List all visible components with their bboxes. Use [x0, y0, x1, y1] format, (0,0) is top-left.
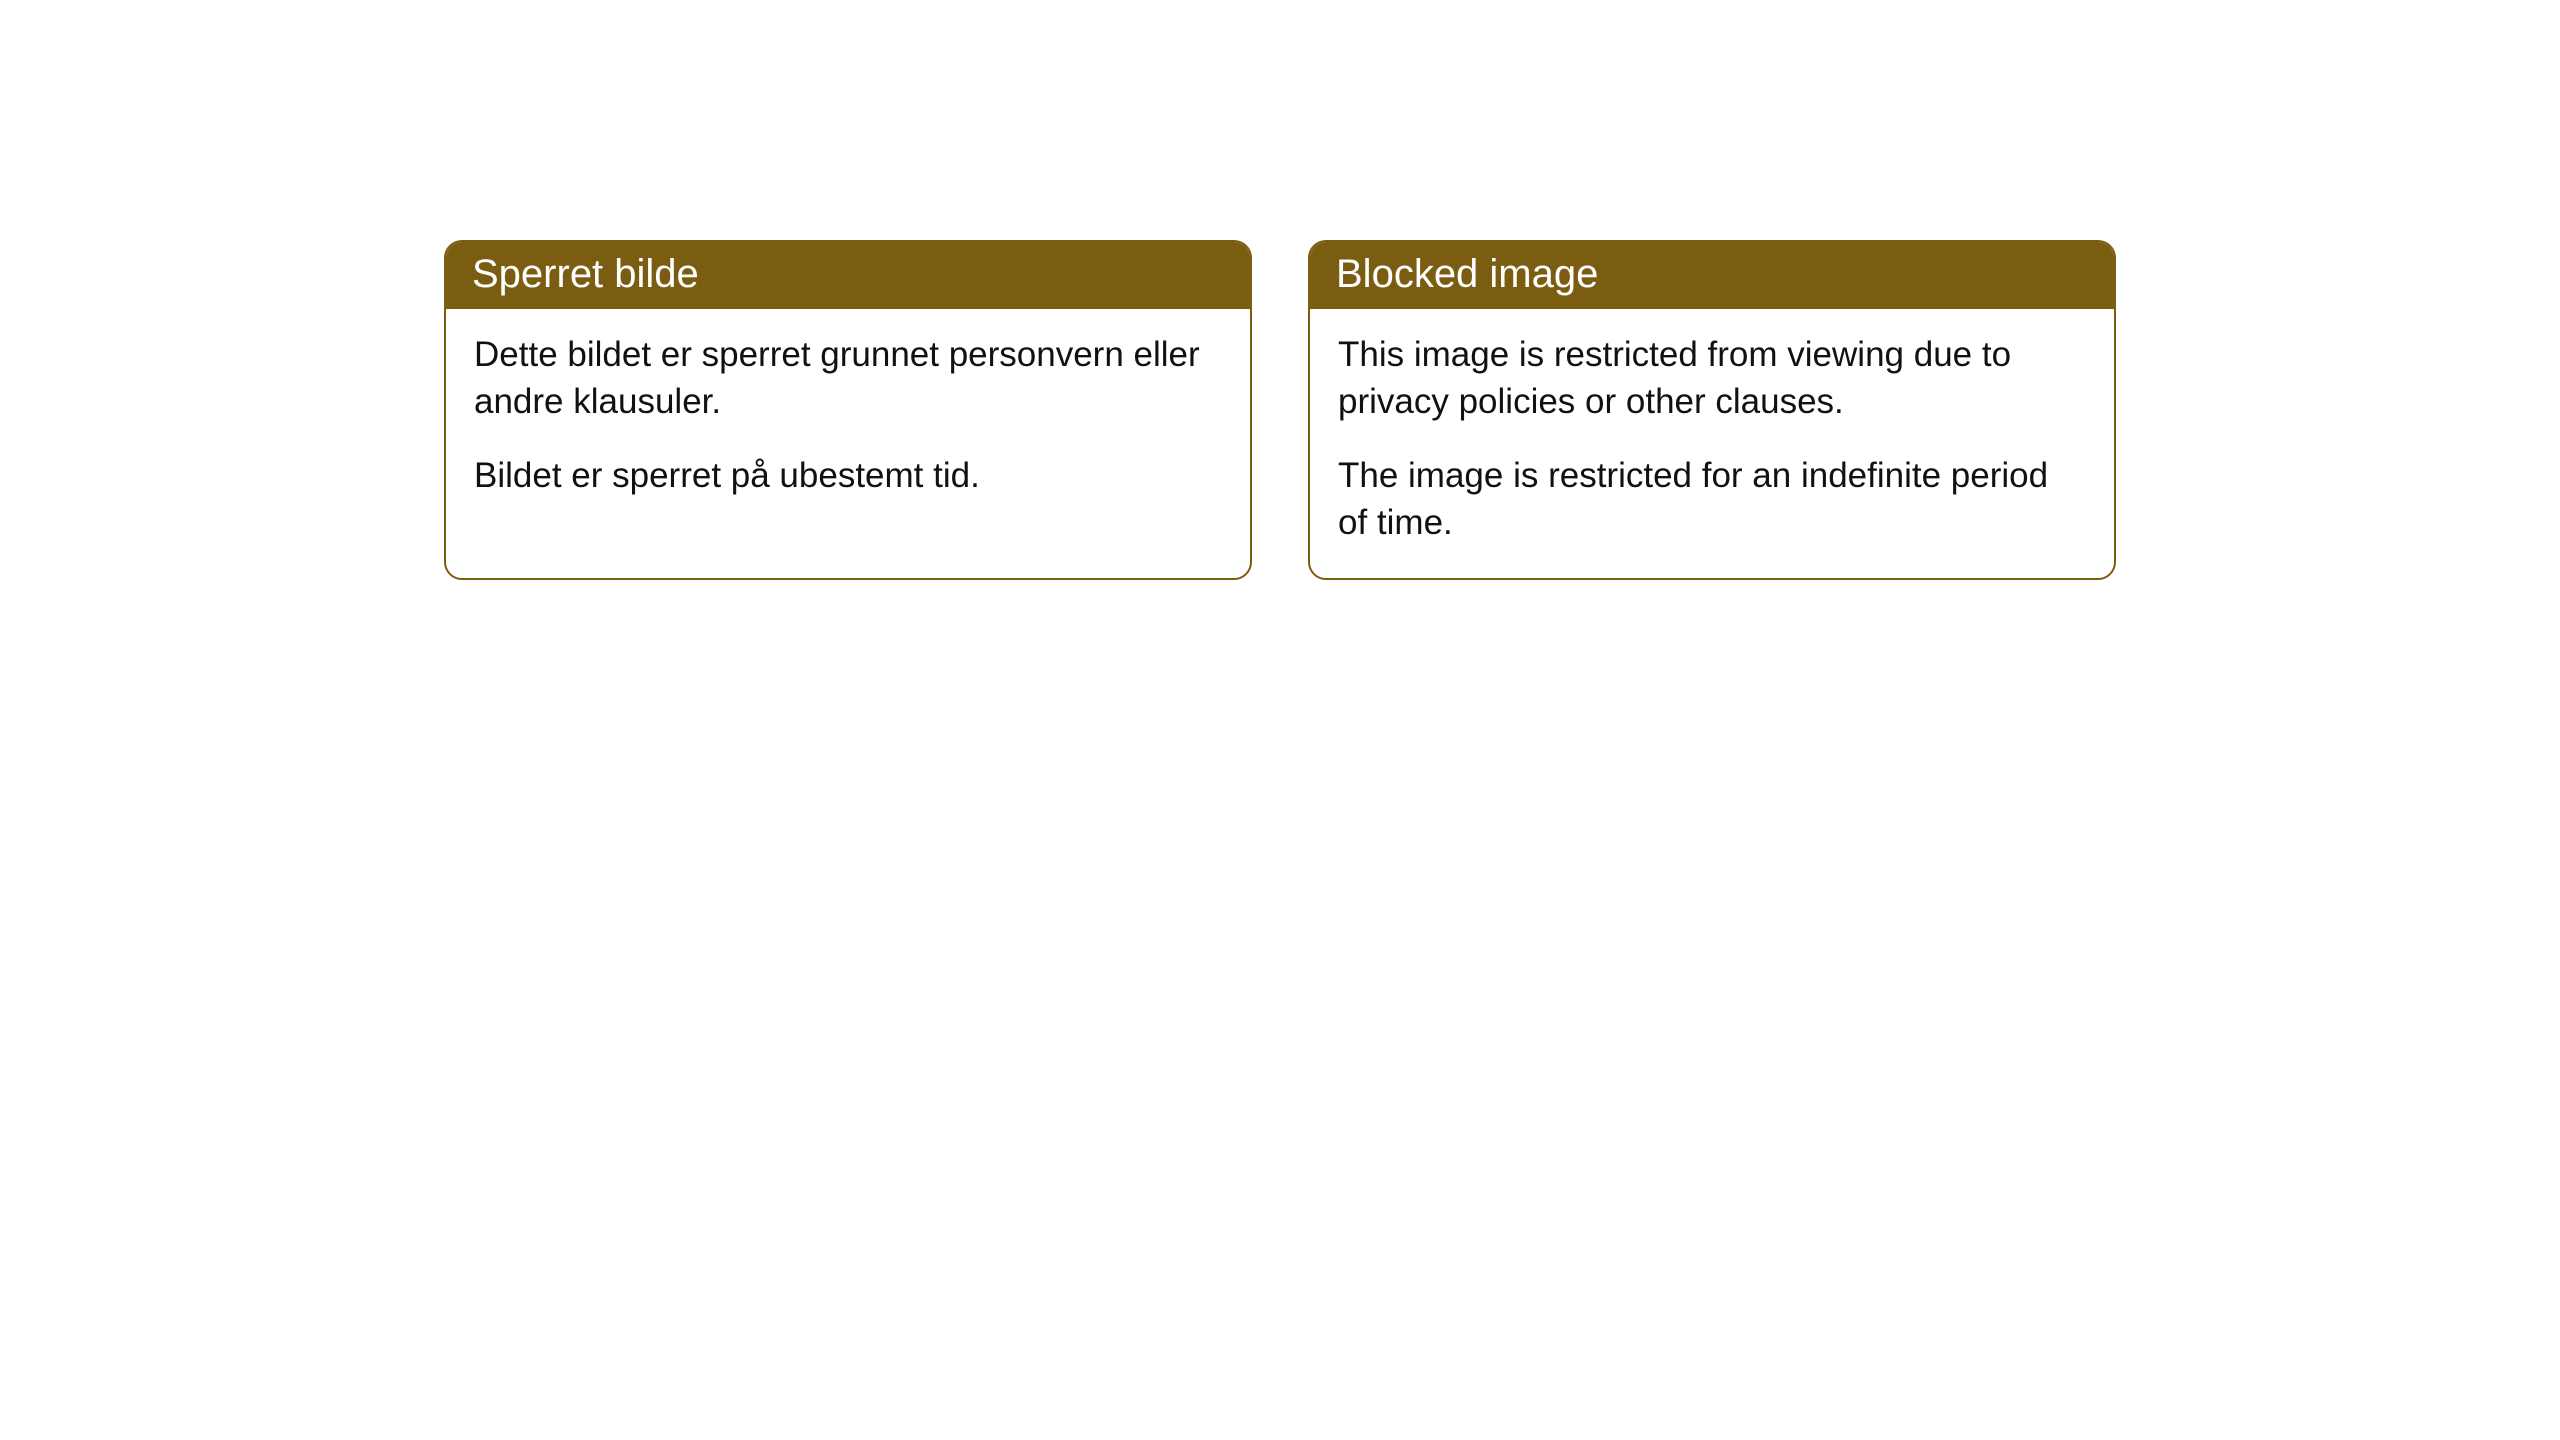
card-paragraph: This image is restricted from viewing du… — [1338, 331, 2086, 426]
card-body: This image is restricted from viewing du… — [1310, 309, 2114, 578]
card-body: Dette bildet er sperret grunnet personve… — [446, 309, 1250, 531]
blocked-image-card-norwegian: Sperret bilde Dette bildet er sperret gr… — [444, 240, 1252, 580]
card-paragraph: Dette bildet er sperret grunnet personve… — [474, 331, 1222, 426]
notice-cards-container: Sperret bilde Dette bildet er sperret gr… — [0, 240, 2560, 580]
card-header: Sperret bilde — [446, 242, 1250, 309]
card-header: Blocked image — [1310, 242, 2114, 309]
card-paragraph: The image is restricted for an indefinit… — [1338, 452, 2086, 547]
blocked-image-card-english: Blocked image This image is restricted f… — [1308, 240, 2116, 580]
card-paragraph: Bildet er sperret på ubestemt tid. — [474, 452, 1222, 499]
